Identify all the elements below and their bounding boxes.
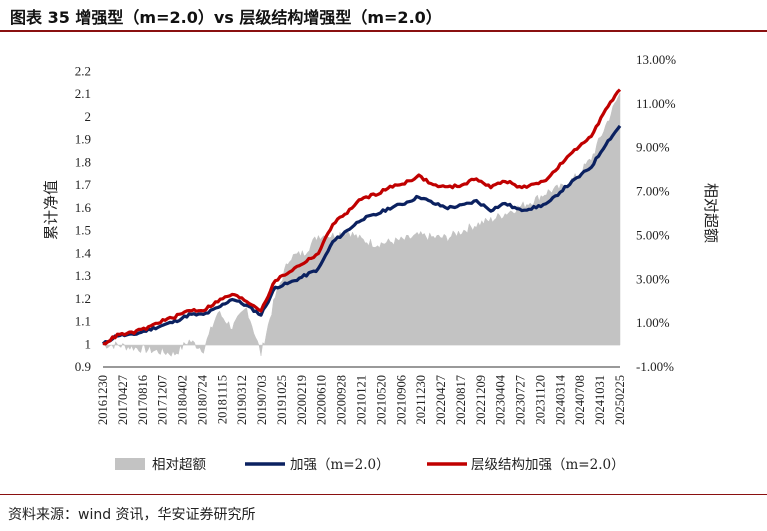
x-tick-label: 20200219	[295, 375, 309, 425]
x-tick-label: 20191025	[275, 375, 289, 425]
x-tick-label: 20220427	[434, 375, 448, 425]
x-tick-label: 20240314	[553, 374, 567, 425]
x-tick-label: 20210520	[374, 375, 388, 425]
x-tick-label: 20181115	[215, 375, 229, 424]
x-tick-label: 20171207	[156, 375, 170, 425]
x-tick-label: 20230404	[494, 374, 508, 425]
x-tick-label: 20210121	[355, 375, 369, 425]
y-left-axis-label: 累计净值	[42, 180, 60, 240]
y-left-tick-label: 1.4	[75, 245, 92, 260]
y-left-tick-label: 2	[85, 109, 92, 124]
x-tick-label: 20240708	[573, 375, 587, 425]
y-right-tick-label: 3.00%	[636, 271, 670, 286]
x-tick-label: 20161230	[96, 375, 110, 425]
y-right-axis-label: 相对超额	[702, 183, 720, 243]
y-right-tick-label: 13.00%	[636, 52, 676, 67]
axes-layer: 2.2 2.1 2 1.9 1.8 1.7 1.6 1.5 1.4 1.3 1.2 1.1 1 0.9 13…	[42, 52, 720, 425]
chart-canvas: 2.2 2.1 2 1.9 1.8 1.7 1.6 1.5 1.4 1.3 1.2 1.1 1 0.9 13…	[42, 52, 720, 473]
x-tick-label: 20170427	[116, 375, 130, 425]
x-tick-label: 20230727	[514, 375, 528, 425]
y-right-tick-label: 11.00%	[636, 96, 676, 111]
y-left-tick-label: 1.3	[75, 268, 91, 283]
x-tick-label: 20250225	[613, 375, 627, 425]
excess-area	[102, 92, 621, 357]
y-right-tick-label: 9.00%	[636, 140, 670, 155]
y-right-tick-label: -1.00%	[636, 359, 674, 374]
x-tick-label: 20221209	[474, 375, 488, 425]
legend-navy-label: 加强（m=2.0）	[290, 457, 390, 473]
title-rule	[0, 30, 767, 32]
x-tick-label: 20211230	[414, 375, 428, 425]
nav-lines-layer	[101, 88, 622, 346]
x-tick-label: 20180402	[176, 375, 190, 425]
x-tick-label: 20241031	[593, 375, 607, 425]
y-left-tick-label: 1.9	[75, 132, 91, 147]
line-enhanced	[101, 124, 622, 346]
legend-area-swatch	[115, 458, 145, 470]
y-left-tick-label: 1	[85, 336, 92, 351]
y-left-tick-label: 1.6	[75, 200, 92, 215]
y-left-tick-label: 1.5	[75, 223, 91, 238]
y-left-tick-label: 2.2	[75, 63, 91, 78]
chart-title: 图表 35 增强型（m=2.0）vs 层级结构增强型（m=2.0）	[10, 8, 442, 27]
footer-rule	[0, 494, 767, 495]
excess-area-layer	[102, 92, 621, 357]
y-right-tick-label: 5.00%	[636, 227, 670, 242]
y-left-tick-label: 1.7	[75, 177, 92, 192]
x-tick-label: 20180724	[195, 374, 209, 425]
y-right-tick-label: 1.00%	[636, 315, 670, 330]
x-tick-label: 20220817	[454, 375, 468, 425]
y-left-tick-label: 2.1	[75, 86, 91, 101]
legend: 相对超额 加强（m=2.0） 层级结构加强（m=2.0）	[115, 457, 625, 473]
x-tick-label: 20200610	[315, 375, 329, 425]
x-tick-label: 20231120	[533, 375, 547, 425]
y-left-tick-label: 1.1	[75, 314, 91, 329]
x-tick-label: 20170816	[136, 375, 150, 425]
y-left-tick-label: 1.8	[75, 154, 91, 169]
legend-red-label: 层级结构加强（m=2.0）	[471, 457, 625, 473]
y-left-tick-label: 1.2	[75, 291, 91, 306]
x-tick-label: 20190312	[235, 375, 249, 425]
x-tick-label: 20190703	[255, 375, 269, 425]
x-tick-label: 20200928	[335, 375, 349, 425]
line-hierarchical-enhanced	[102, 88, 622, 346]
y-right-tick-label: 7.00%	[636, 184, 670, 199]
x-tick-label: 20210906	[394, 375, 408, 425]
source-note: 资料来源：wind 资讯，华安证券研究所	[8, 507, 256, 523]
y-left-tick-label: 0.9	[75, 359, 91, 374]
legend-area-label: 相对超额	[152, 457, 206, 473]
